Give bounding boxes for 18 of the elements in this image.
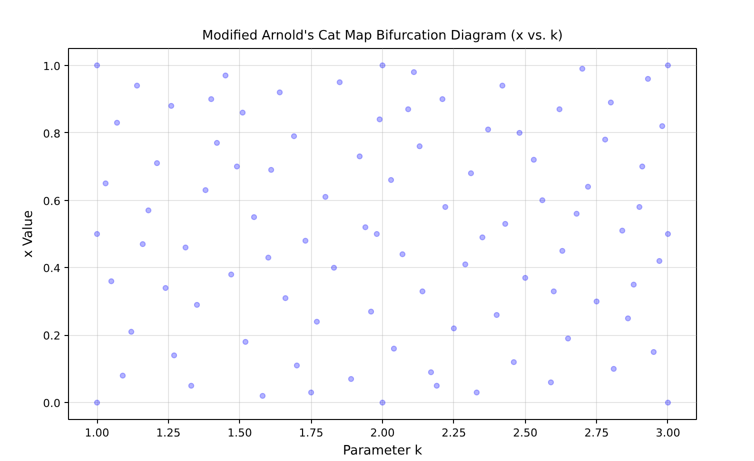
- x-tick-label: 2.25: [442, 426, 466, 440]
- x-tick-label: 1.50: [228, 426, 252, 440]
- x-tick-label: 2.00: [370, 426, 395, 440]
- y-axis-title: x Value: [21, 210, 36, 258]
- x-tick-label: 1.25: [156, 426, 181, 440]
- x-axis-title: Parameter k: [342, 444, 423, 458]
- y-tick-label: 0.0: [43, 397, 61, 410]
- chart-title: Modified Arnold's Cat Map Bifurcation Diagram (x vs. k): [202, 28, 563, 44]
- y-tick-label: 0.6: [43, 194, 61, 208]
- y-tick-label: 0.8: [43, 127, 61, 140]
- x-tick-label: 3.00: [656, 426, 680, 440]
- x-tick-label: 1.75: [298, 426, 324, 440]
- x-tick-label: 2.50: [512, 426, 538, 440]
- y-tick-label: 1.0: [43, 60, 61, 73]
- x-tick-label: 1.00: [84, 426, 110, 440]
- y-tick-label: 0.2: [43, 330, 61, 343]
- x-tick-label: 2.75: [584, 426, 609, 440]
- y-tick-label: 0.4: [43, 262, 61, 276]
